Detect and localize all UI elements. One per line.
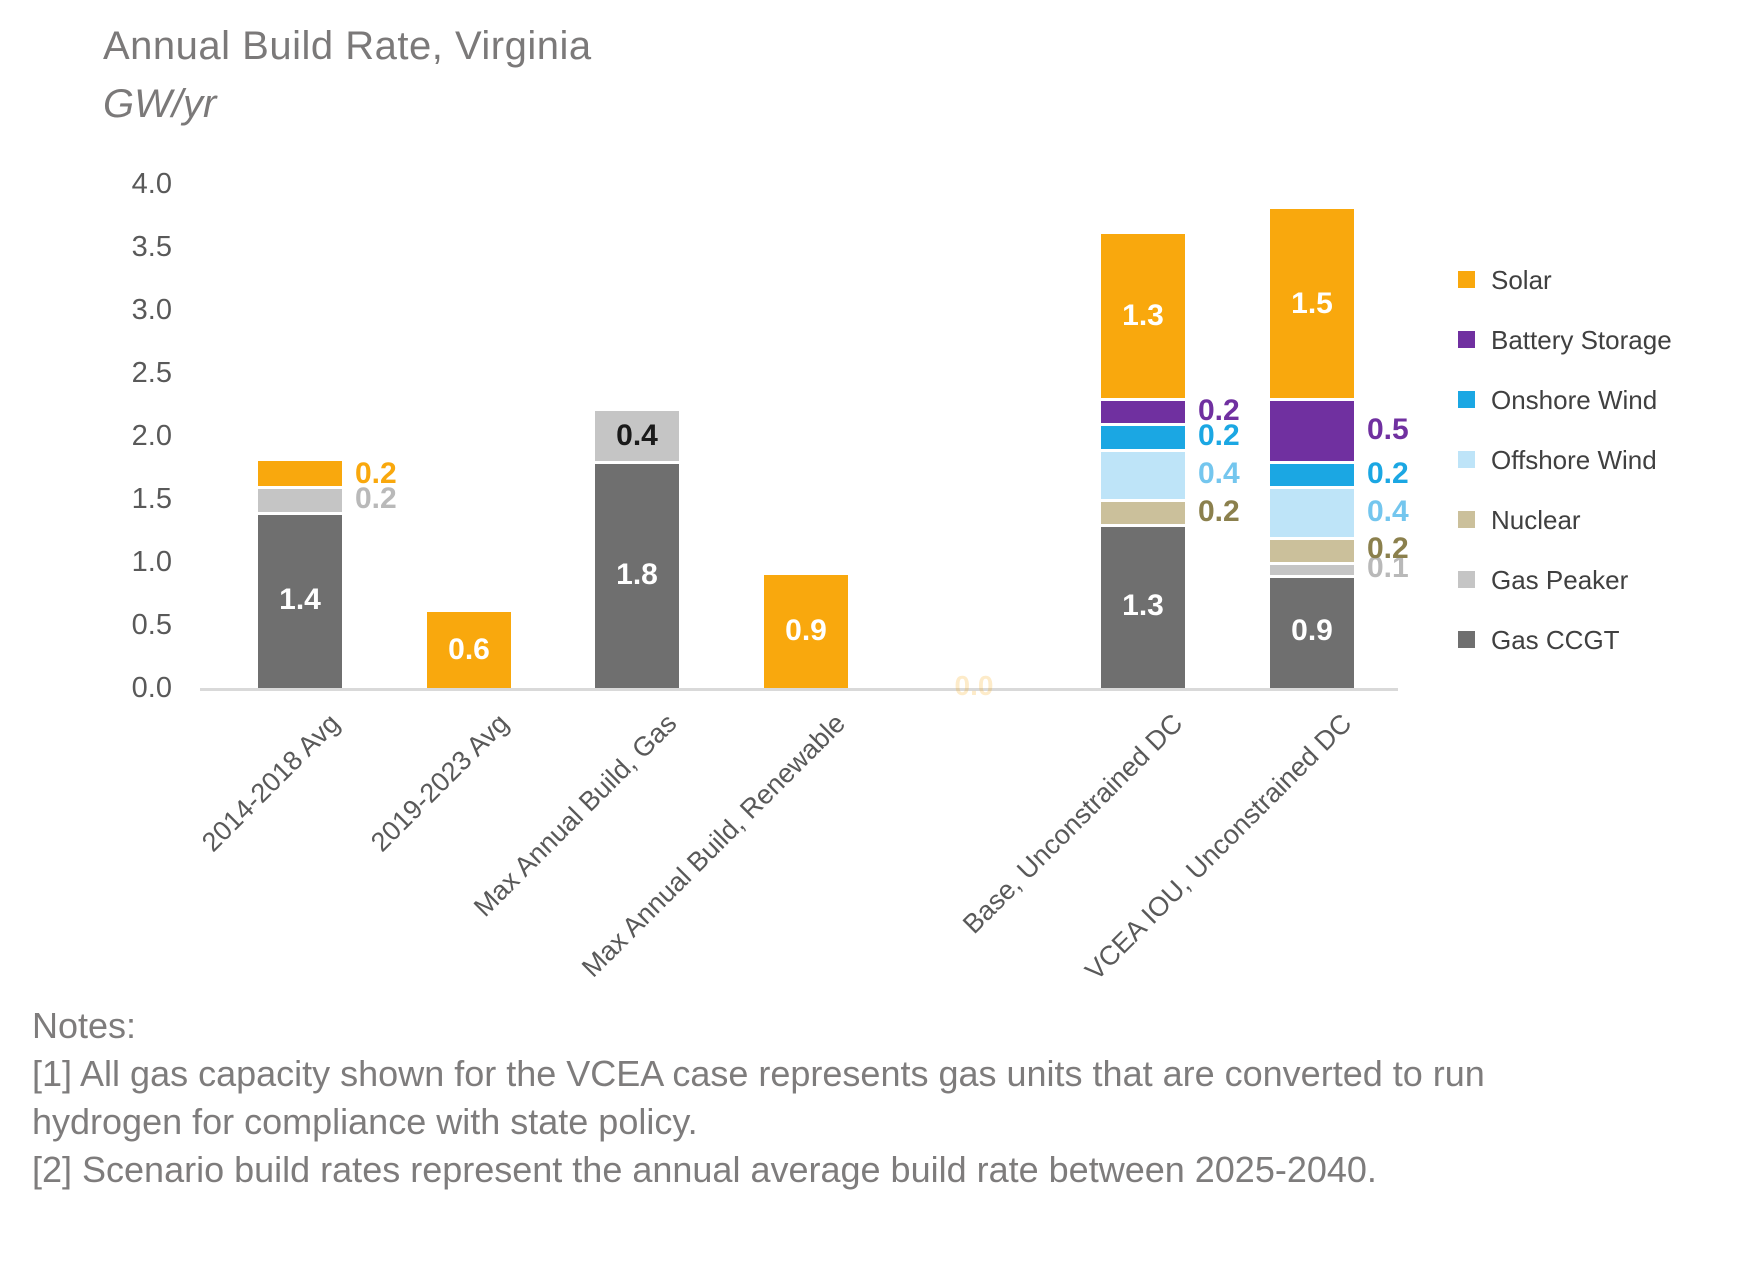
y-axis-tick-label: 4.0 (131, 168, 172, 200)
bar-segment-gas-ccgt (595, 461, 679, 688)
y-axis-tick-label: 2.0 (131, 420, 172, 452)
bar-segment-solar (1270, 209, 1354, 399)
data-label-gas-ccgt: 1.8 (616, 557, 658, 591)
data-label-gas-ccgt: 0.9 (1291, 614, 1333, 648)
x-axis-label: VCEA IOU, Unconstrained DC (1079, 708, 1358, 987)
bar-segment-nuclear (1101, 499, 1185, 525)
data-label-solar: 1.5 (1291, 286, 1333, 320)
legend-swatch-offshore-wind (1458, 451, 1475, 468)
legend-label-onshore-wind: Onshore Wind (1491, 385, 1658, 415)
bar-segment-offshore-wind (1270, 486, 1354, 537)
data-label-onshore-wind: 0.2 (1198, 419, 1240, 452)
y-axis-tick-label: 3.5 (131, 231, 172, 263)
data-label-battery-storage: 0.2 (1198, 393, 1240, 427)
bar-segment-gas-ccgt (1270, 574, 1354, 688)
chart-title: Annual Build Rate, Virginia (103, 24, 592, 68)
bar-segment-solar (764, 574, 848, 688)
bar-segment-gas-peaker (258, 486, 342, 512)
bar-segment-solar (427, 612, 511, 688)
x-axis-label: 2014-2018 Avg (195, 708, 346, 858)
legend-swatch-gas-peaker (1458, 571, 1475, 588)
x-axis-label: Max Annual Build, Renewable (576, 708, 852, 983)
legend-swatch-nuclear (1458, 511, 1475, 528)
x-axis-label: 2019-2023 Avg (364, 708, 515, 858)
bar-segment-nuclear (1270, 536, 1354, 562)
data-label-gas-peaker: 0.1 (1367, 551, 1409, 585)
data-label-solar: 0.9 (785, 614, 827, 648)
chart-subtitle: GW/yr (103, 82, 217, 126)
legend-swatch-gas-ccgt (1458, 631, 1475, 648)
data-label-nuclear: 0.2 (1198, 494, 1240, 528)
bar-segment-battery-storage (1101, 398, 1185, 424)
notes-heading: Notes: (32, 1005, 137, 1046)
legend-label-nuclear: Nuclear (1491, 505, 1581, 535)
note-line-1: [1] All gas capacity shown for the VCEA … (32, 1053, 1485, 1142)
data-label-gas-ccgt: 1.4 (279, 582, 321, 616)
legend-label-offshore-wind: Offshore Wind (1491, 445, 1657, 475)
data-label-offshore-wind: 0.4 (1198, 456, 1240, 490)
bar-segment-gas-peaker (1270, 562, 1354, 575)
legend-swatch-onshore-wind (1458, 391, 1475, 408)
bar-segment-solar (1101, 234, 1185, 399)
bar-segment-solar (258, 461, 342, 487)
bar-segment-onshore-wind (1270, 461, 1354, 487)
bar-segment-gas-peaker (595, 410, 679, 462)
bar-segment-offshore-wind (1101, 448, 1185, 499)
bar-segment-gas-ccgt (258, 511, 342, 688)
data-label-gas-peaker: 0.2 (355, 482, 397, 515)
data-label-nuclear: 0.2 (1367, 532, 1409, 566)
x-axis-line (200, 688, 1398, 691)
y-axis-tick-label: 1.5 (131, 483, 172, 515)
data-label-solar: 0.2 (355, 456, 397, 490)
notes-block: Notes: [1] All gas capacity shown for th… (32, 1002, 1537, 1194)
data-label-battery-storage: 0.5 (1367, 412, 1409, 446)
data-label-solar: 1.3 (1122, 299, 1164, 333)
legend-swatch-solar (1458, 271, 1475, 288)
data-label-solar: 0.6 (448, 633, 490, 667)
data-label-offshore-wind: 0.4 (1367, 494, 1409, 528)
y-axis-tick-label: 0.5 (131, 609, 172, 641)
data-label-onshore-wind: 0.2 (1367, 456, 1409, 490)
note-line-2: [2] Scenario build rates represent the a… (32, 1149, 1377, 1190)
faint-zero-label: 0.0 (954, 670, 994, 701)
legend-label-gas-ccgt: Gas CCGT (1491, 625, 1620, 655)
bar-segment-onshore-wind (1101, 423, 1185, 449)
legend-label-battery-storage: Battery Storage (1491, 325, 1672, 355)
y-axis-tick-label: 1.0 (131, 546, 172, 578)
y-axis-tick-label: 2.5 (131, 357, 172, 389)
y-axis-tick-label: 0.0 (131, 672, 172, 704)
legend-swatch-battery-storage (1458, 331, 1475, 348)
data-label-gas-ccgt: 1.3 (1122, 589, 1164, 623)
bar-segment-gas-ccgt (1101, 524, 1185, 688)
bar-segment-battery-storage (1270, 398, 1354, 462)
legend-label-solar: Solar (1491, 265, 1552, 295)
legend-label-gas-peaker: Gas Peaker (1491, 565, 1629, 595)
y-axis-tick-label: 3.0 (131, 294, 172, 326)
data-label-gas-peaker: 0.4 (616, 419, 658, 452)
